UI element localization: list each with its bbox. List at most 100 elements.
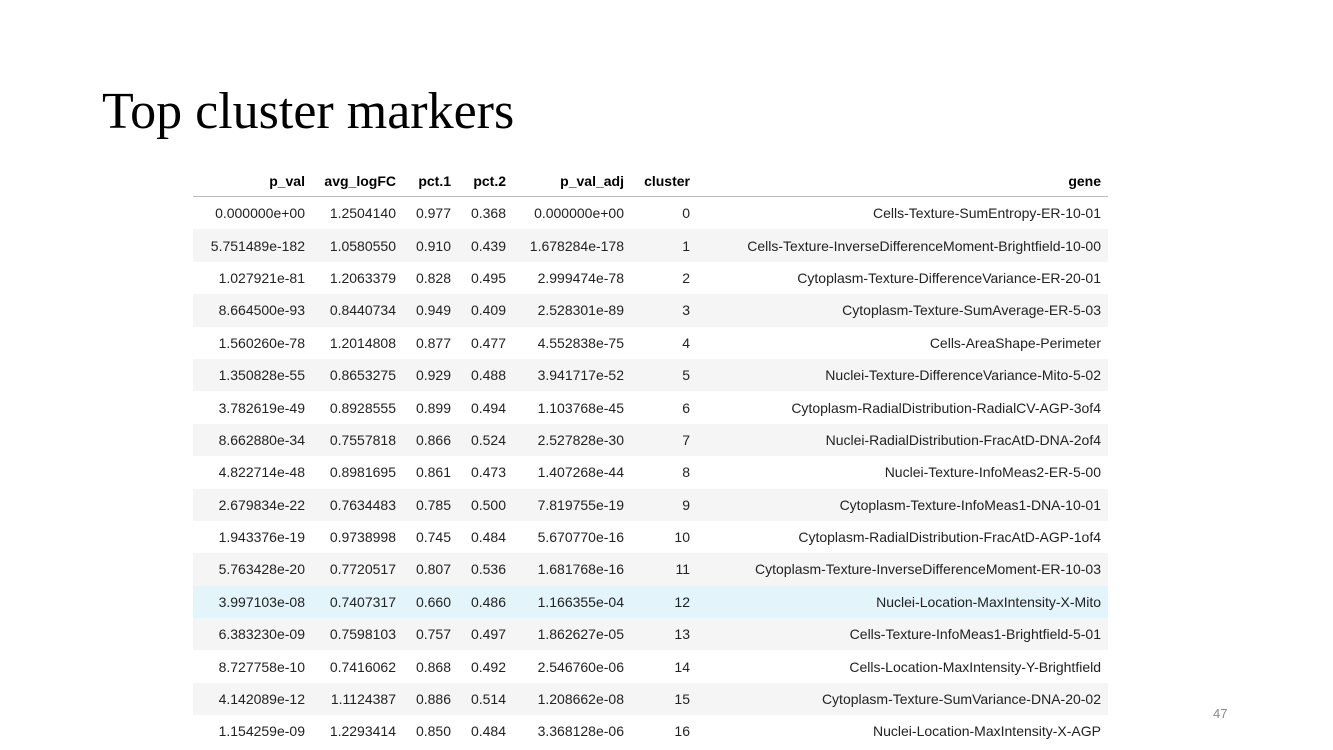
cell-p-val-adj: 3.368128e-06 bbox=[537, 723, 624, 740]
column-header-pct1: pct.1 bbox=[403, 165, 458, 197]
cell-pct1: 0.877 bbox=[415, 334, 451, 351]
cell-cluster: 14 bbox=[674, 658, 690, 675]
cell-p-val: 2.679834e-22 bbox=[193, 488, 312, 521]
cell-p-val-adj: 1.862627e-05 bbox=[513, 618, 631, 651]
cell-avg-logfc: 0.8440734 bbox=[312, 294, 403, 327]
cell-pct2: 0.536 bbox=[458, 553, 513, 586]
cell-cluster: 6 bbox=[682, 399, 690, 416]
cell-avg-logfc: 1.2293414 bbox=[329, 723, 396, 740]
cell-avg-logfc: 1.2063379 bbox=[329, 269, 396, 286]
cell-pct1: 0.745 bbox=[415, 529, 451, 546]
cell-p-val-adj: 3.941717e-52 bbox=[513, 358, 631, 392]
cell-p-val-adj: 2.546760e-06 bbox=[537, 658, 624, 675]
cell-avg-logfc: 0.7598103 bbox=[312, 618, 403, 651]
cell-gene: Nuclei-Texture-DifferenceVariance-Mito-5… bbox=[697, 358, 1108, 392]
table-row: 3.997103e-08 0.7407317 0.660 0.486 1.166355e… bbox=[193, 585, 1108, 619]
cell-gene: Cytoplasm-Texture-SumAverage-ER-5-03 bbox=[697, 294, 1108, 327]
cell-p-val: 8.662880e-34 bbox=[193, 423, 312, 457]
cell-pct2: 0.484 bbox=[470, 529, 506, 546]
cell-p-val-adj: 1.678284e-178 bbox=[513, 229, 631, 262]
column-header-pct2: pct.2 bbox=[458, 165, 513, 197]
cell-p-val-adj: 1.166355e-04 bbox=[513, 585, 631, 619]
cell-cluster: 10 bbox=[674, 529, 690, 546]
cell-cluster: 7 bbox=[631, 423, 697, 457]
cell-p-val: 6.383230e-09 bbox=[193, 618, 312, 651]
column-header-avg-logfc: avg_logFC bbox=[312, 165, 403, 197]
table-row: 6.383230e-09 0.7598103 0.757 0.497 1.862627e… bbox=[193, 618, 1108, 651]
cell-p-val-adj: 7.819755e-19 bbox=[513, 488, 631, 521]
cell-gene: Nuclei-RadialDistribution-FracAtD-DNA-2o… bbox=[697, 423, 1108, 457]
cell-p-val: 3.997103e-08 bbox=[193, 585, 312, 619]
cell-p-val: 3.782619e-49 bbox=[218, 399, 305, 416]
table-row: 1.154259e-09 1.2293414 0.850 0.484 3.368128e… bbox=[193, 715, 1108, 747]
cell-pct2: 0.477 bbox=[470, 334, 506, 351]
cell-gene: Nuclei-Location-MaxIntensity-X-Mito bbox=[697, 585, 1108, 619]
cell-pct1: 0.757 bbox=[403, 618, 458, 651]
cell-p-val: 4.142089e-12 bbox=[193, 682, 312, 716]
cell-p-val-adj: 1.407268e-44 bbox=[537, 464, 624, 481]
cell-pct1: 0.785 bbox=[403, 488, 458, 521]
cell-avg-logfc: 1.2014808 bbox=[329, 334, 396, 351]
cell-p-val-adj: 4.552838e-75 bbox=[537, 334, 624, 351]
cell-gene: Cells-Texture-InfoMeas1-Brightfield-5-01 bbox=[697, 618, 1108, 651]
cell-cluster: 8 bbox=[682, 464, 690, 481]
cell-gene: Cells-Texture-SumEntropy-ER-10-01 bbox=[873, 205, 1101, 222]
cell-p-val: 5.763428e-20 bbox=[193, 553, 312, 586]
page-number: 47 bbox=[1213, 706, 1228, 721]
table-row: 1.943376e-19 0.9738998 0.745 0.484 5.670770e… bbox=[193, 521, 1108, 553]
cell-gene: Cytoplasm-Texture-InverseDifferenceMomen… bbox=[697, 553, 1108, 586]
cell-pct2: 0.473 bbox=[470, 464, 506, 481]
slide-title: Top cluster markers bbox=[102, 83, 515, 140]
cell-cluster: 15 bbox=[631, 682, 697, 716]
markers-table-container: p_val avg_logFC pct.1 pct.2 p_val_adj cl… bbox=[193, 165, 1108, 748]
cell-cluster: 16 bbox=[674, 723, 690, 740]
cell-avg-logfc: 0.8928555 bbox=[329, 399, 396, 416]
cell-pct2: 0.409 bbox=[458, 294, 513, 327]
cell-gene: Cells-AreaShape-Perimeter bbox=[929, 334, 1101, 351]
cell-pct2: 0.494 bbox=[470, 399, 506, 416]
cell-cluster: 1 bbox=[631, 229, 697, 262]
table-row: 1.350828e-55 0.8653275 0.929 0.488 3.941717e… bbox=[193, 358, 1108, 392]
table-row: 4.142089e-12 1.1124387 0.886 0.514 1.208662e… bbox=[193, 682, 1108, 716]
column-header-gene: gene bbox=[697, 165, 1108, 197]
cell-gene: Cytoplasm-Texture-DifferenceVariance-ER-… bbox=[797, 269, 1101, 286]
table-row: 0.000000e+00 1.2504140 0.977 0.368 0.000000e… bbox=[193, 197, 1108, 230]
cell-p-val: 0.000000e+00 bbox=[215, 205, 305, 222]
cell-avg-logfc: 1.1124387 bbox=[312, 682, 403, 716]
cell-p-val: 4.822714e-48 bbox=[218, 464, 305, 481]
cell-pct2: 0.495 bbox=[470, 269, 506, 286]
table-row: 1.027921e-81 1.2063379 0.828 0.495 2.999474e… bbox=[193, 262, 1108, 294]
cell-gene: Cytoplasm-Texture-InfoMeas1-DNA-10-01 bbox=[697, 488, 1108, 521]
table-row: 5.751489e-182 1.0580550 0.910 0.439 1.678284… bbox=[193, 229, 1108, 262]
cell-avg-logfc: 0.8653275 bbox=[312, 358, 403, 392]
cell-pct1: 0.828 bbox=[415, 269, 451, 286]
cell-avg-logfc: 1.0580550 bbox=[312, 229, 403, 262]
cell-p-val: 8.664500e-93 bbox=[193, 294, 312, 327]
cell-pct1: 0.807 bbox=[403, 553, 458, 586]
cell-pct2: 0.486 bbox=[458, 585, 513, 619]
table-header-row: p_val avg_logFC pct.1 pct.2 p_val_adj cl… bbox=[193, 165, 1108, 197]
cell-p-val: 5.751489e-182 bbox=[193, 229, 312, 262]
cell-pct1: 0.850 bbox=[415, 723, 451, 740]
table-row: 5.763428e-20 0.7720517 0.807 0.536 1.681768e… bbox=[193, 553, 1108, 586]
cell-p-val: 8.727758e-10 bbox=[218, 658, 305, 675]
cell-cluster: 12 bbox=[631, 585, 697, 619]
cell-p-val-adj: 1.208662e-08 bbox=[513, 682, 631, 716]
cell-pct1: 0.660 bbox=[403, 585, 458, 619]
cell-pct2: 0.368 bbox=[470, 205, 506, 222]
cell-pct2: 0.484 bbox=[470, 723, 506, 740]
cell-avg-logfc: 0.7634483 bbox=[312, 488, 403, 521]
cell-gene: Cells-Texture-InverseDifferenceMoment-Br… bbox=[697, 229, 1108, 262]
cell-avg-logfc: 0.7416062 bbox=[329, 658, 396, 675]
cell-avg-logfc: 0.7720517 bbox=[312, 553, 403, 586]
cell-cluster: 5 bbox=[631, 358, 697, 392]
cell-p-val: 1.943376e-19 bbox=[218, 529, 305, 546]
cell-gene: Cells-Location-MaxIntensity-Y-Brightfiel… bbox=[849, 658, 1101, 675]
table-row: 1.560260e-78 1.2014808 0.877 0.477 4.552838e… bbox=[193, 327, 1108, 359]
cell-gene: Cytoplasm-RadialDistribution-FracAtD-AGP… bbox=[798, 529, 1101, 546]
cell-gene: Nuclei-Location-MaxIntensity-X-AGP bbox=[873, 723, 1101, 740]
table-row: 3.782619e-49 0.8928555 0.899 0.494 1.103768e… bbox=[193, 391, 1108, 423]
cell-avg-logfc: 0.9738998 bbox=[329, 529, 396, 546]
cell-p-val-adj: 2.999474e-78 bbox=[537, 269, 624, 286]
cell-pct2: 0.497 bbox=[458, 618, 513, 651]
